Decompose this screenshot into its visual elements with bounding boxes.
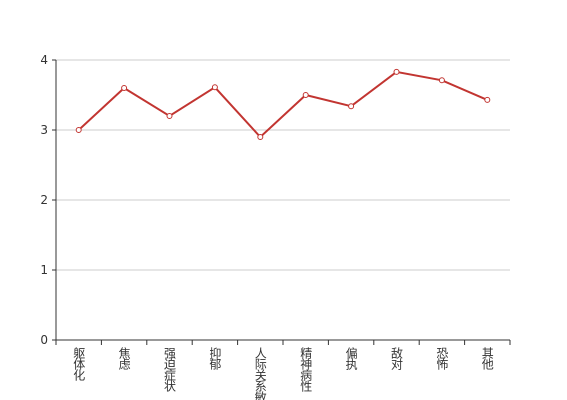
point — [211, 84, 218, 91]
x-tick-label: 人际关系敏感 — [253, 347, 267, 400]
y-tick-label: 1 — [40, 263, 48, 277]
x-tick-label: 抑郁 — [208, 346, 222, 371]
line — [78, 70, 488, 139]
y-tick-label: 3 — [40, 123, 48, 137]
y-tick-label: 0 — [40, 333, 48, 347]
x-tick-label: 恐怖 — [435, 347, 449, 370]
y-tick-label: 4 — [40, 53, 48, 67]
x-tick-label: 敌对 — [390, 346, 404, 370]
point — [348, 103, 355, 110]
point — [257, 134, 264, 140]
x-tick-label: 强迫症状 — [163, 347, 177, 392]
x-tick-label: 焦虑 — [117, 347, 131, 370]
x-tick-label: 其他 — [480, 347, 494, 370]
point — [166, 113, 173, 119]
y-tick-label: 2 — [40, 193, 48, 207]
x-tick-label: 精神病性 — [299, 347, 313, 393]
point — [393, 68, 400, 75]
point — [121, 85, 128, 91]
point — [75, 127, 82, 133]
x-tick-label: 偏执 — [344, 346, 358, 371]
x-tick-label: 躯体化 — [72, 346, 86, 382]
point — [438, 77, 445, 84]
point — [302, 92, 309, 98]
point — [484, 96, 491, 103]
